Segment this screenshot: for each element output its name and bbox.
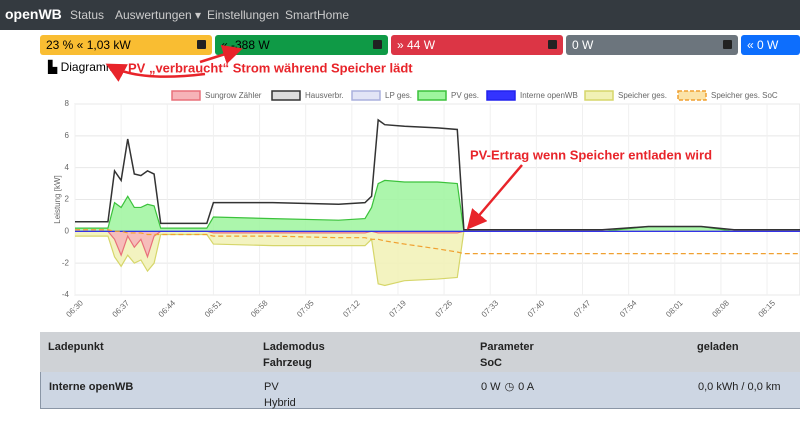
tab-label: Diagramm xyxy=(60,60,116,74)
table: Ladepunkt Lademodus Fahrzeug Parameter SoC ge… xyxy=(40,332,800,409)
cell-text: Lademodus xyxy=(263,341,325,353)
legend-label: LP ges. xyxy=(385,91,412,100)
x-tick-label: 07:40 xyxy=(526,298,547,319)
y-tick-label: 2 xyxy=(65,195,70,204)
series-line xyxy=(75,179,800,232)
x-tick-label: 06:37 xyxy=(111,298,132,319)
x-tick-label: 06:58 xyxy=(249,298,270,319)
nav-item[interactable]: Einstellungen xyxy=(207,8,280,22)
x-tick-label: 07:47 xyxy=(572,298,593,319)
cell-text: Interne openWB xyxy=(49,381,134,393)
table-cell: Lademodus Fahrzeug xyxy=(263,339,325,371)
nav-item[interactable]: SmartHome xyxy=(285,8,350,22)
card-pv[interactable]: » 44 W xyxy=(391,35,563,55)
y-tick-label: 6 xyxy=(65,131,70,140)
cell-text: geladen xyxy=(697,341,739,353)
table-cell: geladen xyxy=(697,339,739,355)
legend-label: PV ges. xyxy=(451,91,479,100)
area-fill xyxy=(75,231,800,257)
x-tick-label: 08:08 xyxy=(710,298,731,319)
cell-text: 0 W xyxy=(481,381,501,393)
y-tick-label: 8 xyxy=(65,99,70,108)
x-tick-label: 06:44 xyxy=(157,298,178,319)
annotation: PV-Ertrag wenn Speicher entladen wird xyxy=(470,147,712,162)
card-text: » 44 W xyxy=(397,38,436,52)
cell-text: Hybrid xyxy=(264,397,296,409)
cell-text: Ladepunkt xyxy=(48,341,104,353)
legend-swatch xyxy=(351,90,381,101)
arrow xyxy=(466,164,523,230)
nav-item[interactable]: Status xyxy=(70,8,105,22)
x-tick-label: 07:05 xyxy=(295,298,316,319)
card-lp[interactable]: « 0 W xyxy=(741,35,800,55)
legend-swatch xyxy=(271,90,301,101)
x-tick-label: 06:30 xyxy=(64,298,85,319)
area-fill xyxy=(75,231,800,286)
series-line xyxy=(75,229,800,255)
cell-text: PV xyxy=(264,381,279,393)
legend-label: Hausverbr. xyxy=(305,91,344,100)
table-cell: 0,0 kWh / 0,0 km xyxy=(698,379,781,395)
x-tick-label: 07:54 xyxy=(618,298,639,319)
card-icon xyxy=(197,40,206,49)
card-battery[interactable]: 23 % « 1,03 kW xyxy=(40,35,212,55)
y-tick-label: -4 xyxy=(62,290,70,299)
arrow xyxy=(105,63,206,82)
card-text: 23 % « 1,03 kW xyxy=(46,38,131,52)
table-cell: PV Hybrid xyxy=(264,379,296,411)
table-cell: Parameter SoC xyxy=(480,339,534,371)
series-line xyxy=(75,118,800,231)
y-axis-label: Leistung [kW] xyxy=(53,175,62,223)
cell-text: SoC xyxy=(480,357,502,369)
cell-text: 0 A xyxy=(518,381,535,393)
brand[interactable]: openWB xyxy=(5,6,62,22)
card-icon xyxy=(723,40,732,49)
legend-label: Speicher ges. SoC xyxy=(711,91,778,100)
table-row: Interne openWB PV Hybrid 0 W ◷ 0 A 0,0 kWh / 0… xyxy=(40,372,800,409)
legend-swatch xyxy=(171,90,201,101)
x-tick-label: 08:01 xyxy=(664,298,685,319)
table-header: Ladepunkt Lademodus Fahrzeug Parameter SoC ge… xyxy=(40,332,800,372)
legend-label: Sungrow Zähler xyxy=(205,91,262,100)
legend-swatch xyxy=(486,90,516,101)
cell-text: Parameter xyxy=(480,341,534,353)
table-cell: Ladepunkt xyxy=(48,339,104,355)
y-tick-label: -2 xyxy=(62,258,70,267)
y-tick-label: 4 xyxy=(65,163,70,172)
chart: -4 -2 0 2 4 6 8 06:30 06:37 06:44 06:51 06:58 07:05 0… xyxy=(53,44,800,319)
legend-swatch xyxy=(417,90,447,101)
x-tick-label: 07:26 xyxy=(434,298,455,319)
x-tick-label: 07:12 xyxy=(341,298,362,319)
table-cell: 0 W ◷ 0 A xyxy=(481,379,534,395)
table-cell: Interne openWB xyxy=(49,379,133,395)
card-text: « 0 W xyxy=(747,38,779,52)
navbar: openWB Status Auswertungen ▾ Einstellung… xyxy=(0,0,800,30)
x-tick-label: 06:51 xyxy=(203,298,224,319)
annotation: PV „verbraucht“ Strom während Speicher l… xyxy=(128,60,413,75)
card-icon xyxy=(373,40,382,49)
card-text: 0 W xyxy=(572,38,594,52)
x-tick-label: 08:15 xyxy=(757,298,778,319)
x-tick-label: 07:19 xyxy=(387,298,408,319)
legend-swatch xyxy=(584,90,614,101)
legend-label: Speicher ges. xyxy=(618,91,667,100)
cell-text: 0,0 kWh / 0,0 km xyxy=(698,381,781,393)
clock-icon: ◷ xyxy=(504,381,515,393)
legend-swatch xyxy=(677,90,707,101)
card-house[interactable]: 0 W xyxy=(566,35,738,55)
legend-label: Interne openWB xyxy=(520,91,578,100)
card-icon xyxy=(548,40,557,49)
x-tick-label: 07:33 xyxy=(480,298,501,319)
cell-text: Fahrzeug xyxy=(263,357,312,369)
tab[interactable]: ▙ Diagramm xyxy=(48,60,116,74)
nav-item[interactable]: Auswertungen ▾ xyxy=(115,8,202,22)
arrow xyxy=(199,44,243,65)
y-tick-label: 0 xyxy=(65,226,70,235)
